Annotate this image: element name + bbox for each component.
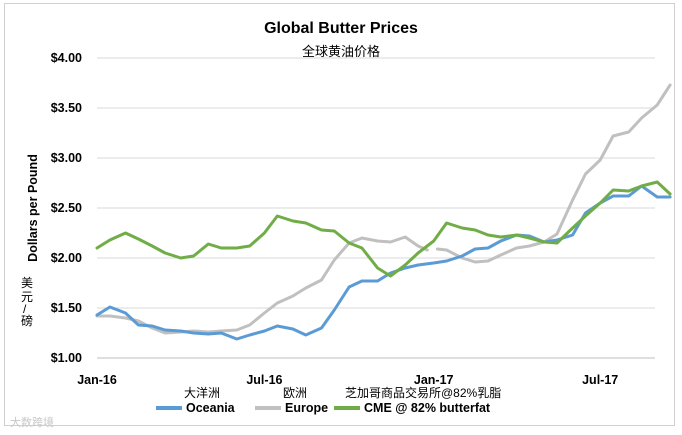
legend-chinese: 大洋洲 欧洲 芝加哥商品交易所@82%乳脂	[0, 384, 682, 400]
y-tick-label: $3.50	[51, 101, 82, 115]
x-tick-label: Jul-17	[582, 373, 618, 387]
series-line-europe	[435, 83, 672, 264]
x-tick-labels: Jan-16 Jul-16 Jan-17 Jul-17	[77, 373, 618, 387]
chart-title: Global Butter Prices	[264, 20, 418, 37]
legend-label-chinese-cme: 芝加哥商品交易所@82%乳脂	[345, 386, 502, 400]
x-tick-label: Jan-16	[77, 373, 117, 387]
y-tick-label: $3.00	[51, 151, 82, 165]
y-tick-label: $2.50	[51, 201, 82, 215]
y-tick-label: $1.50	[51, 301, 82, 315]
legend-swatch-cme	[334, 406, 360, 410]
chart-frame	[4, 3, 675, 426]
series-line-europe	[95, 235, 429, 335]
x-tick-label: Jul-16	[246, 373, 282, 387]
legend-swatch-oceania	[156, 406, 182, 410]
series-line-cme	[95, 180, 672, 278]
series-lines	[95, 83, 672, 341]
legend-swatch-europe	[255, 406, 281, 410]
y-axis-label-chinese-char: 元	[21, 290, 34, 304]
y-tick-label: $1.00	[51, 351, 82, 365]
y-tick-label: $2.00	[51, 251, 82, 265]
legend-label-chinese-oceania: 大洋洲	[184, 386, 221, 400]
y-axis-label-chinese-char: 磅	[21, 314, 34, 328]
legend-item-cme: CME @ 82% butterfat	[334, 401, 490, 415]
legend-label-europe: Europe	[285, 401, 329, 415]
watermark: 大数跨境	[10, 417, 54, 429]
legend-item-europe: Europe	[255, 401, 328, 415]
legend-label-oceania: Oceania	[186, 401, 235, 415]
y-tick-labels: $1.00 $1.50 $2.00 $2.50 $3.00 $3.50 $4.00	[51, 51, 82, 365]
y-axis-label-chinese-char: /	[23, 302, 27, 316]
series-line-oceania	[95, 184, 672, 341]
legend-label-chinese-europe: 欧洲	[283, 386, 308, 400]
gridlines	[97, 57, 655, 359]
legend-item-oceania: Oceania	[156, 401, 235, 415]
y-axis-label-chinese-char: 美	[21, 276, 34, 290]
legend: Oceania Europe CME @ 82% butterfat	[0, 401, 682, 419]
legend-label-cme: CME @ 82% butterfat	[364, 401, 491, 415]
y-tick-label: $4.00	[51, 51, 82, 65]
chart-title-chinese: 全球黄油价格	[301, 44, 380, 59]
x-tick-label: Jan-17	[414, 373, 454, 387]
